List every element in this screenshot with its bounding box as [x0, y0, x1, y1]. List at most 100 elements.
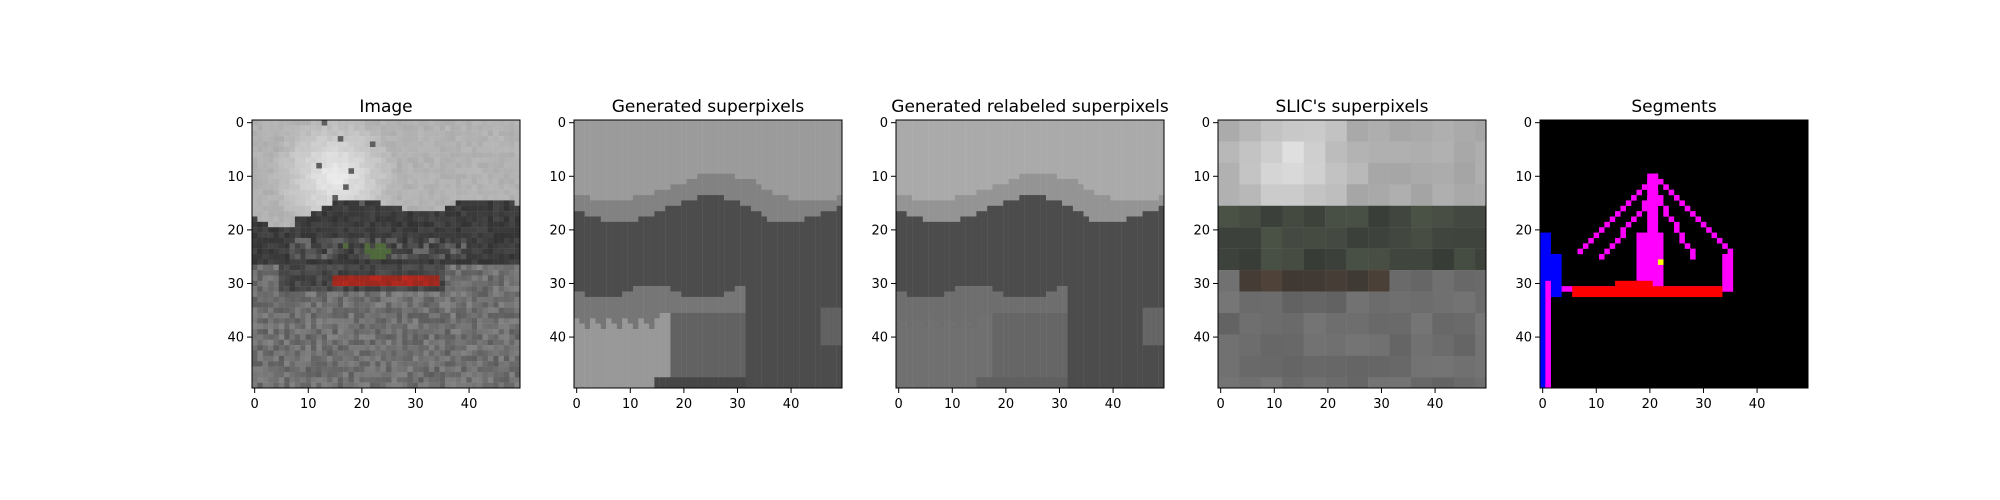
superpixel-cell [1013, 312, 1020, 389]
image-pixel [434, 345, 440, 351]
image-pixel [289, 259, 296, 265]
image-pixel [477, 286, 483, 292]
image-pixel [273, 141, 279, 147]
image-pixel [278, 248, 285, 255]
image-pixel [252, 227, 258, 233]
superpixel-cell [697, 296, 703, 314]
image-pixel [348, 254, 355, 260]
image-pixel [305, 345, 312, 351]
image-pixel [482, 205, 489, 212]
image-pixel [514, 237, 521, 244]
image-pixel [461, 189, 467, 196]
image-pixel [321, 291, 328, 298]
image-pixel [364, 189, 371, 196]
image-pixel [337, 275, 344, 281]
image-pixel [353, 248, 360, 255]
image-pixel [514, 168, 521, 174]
image-pixel [407, 302, 413, 308]
image-pixel [332, 157, 338, 164]
image-pixel [498, 371, 505, 378]
image-pixel [439, 184, 446, 190]
superpixel-cell [691, 120, 698, 180]
slic-superpixel [1260, 270, 1283, 292]
image-pixel [402, 361, 408, 367]
slic-superpixel [1325, 227, 1347, 249]
superpixel-cell [825, 200, 832, 212]
image-pixel [455, 221, 462, 228]
image-pixel [444, 120, 451, 126]
image-pixel [294, 275, 301, 281]
superpixel-cell [649, 329, 655, 389]
image-pixel [300, 168, 306, 174]
image-pixel [310, 329, 317, 335]
image-pixel [262, 141, 269, 147]
y-tick-label: 40 [227, 331, 244, 346]
image-pixel [380, 168, 387, 174]
image-pixel [423, 162, 430, 169]
image-pixel [514, 211, 521, 217]
image-pixel [428, 200, 435, 206]
slic-superpixel [1475, 291, 1487, 314]
image-pixel [268, 345, 274, 351]
image-pixel [509, 307, 515, 314]
image-pixel [396, 371, 403, 378]
image-pixel [418, 248, 424, 255]
rigging-segment [1631, 216, 1637, 223]
image-pixel [461, 350, 467, 357]
image-pixel [278, 152, 285, 158]
image-pixel [310, 302, 317, 308]
image-pixel [364, 178, 371, 185]
slic-superpixel [1239, 205, 1262, 228]
superpixel-cell [697, 312, 703, 389]
superpixel-cell [1110, 200, 1116, 223]
image-pixel [498, 318, 505, 324]
image-pixel [418, 318, 424, 324]
image-pixel [498, 264, 505, 271]
image-pixel [359, 350, 365, 357]
image-pixel [514, 200, 521, 206]
slic-superpixel [1410, 291, 1433, 314]
slic-superpixel [1303, 355, 1326, 378]
image-pixel [439, 227, 446, 233]
image-pixel [316, 152, 322, 158]
superpixel-cell [1062, 178, 1068, 206]
image-pixel [493, 237, 499, 244]
image-pixel [321, 323, 328, 330]
image-pixel [369, 323, 376, 330]
image-pixel [305, 162, 312, 169]
superpixel-cell [954, 286, 961, 330]
image-pixel [423, 275, 430, 281]
image-pixel [310, 205, 317, 212]
image-pixel [278, 371, 285, 378]
image-pixel [493, 216, 499, 223]
superpixel-cell [1030, 377, 1036, 389]
image-pixel [300, 377, 306, 383]
image-pixel [477, 168, 483, 174]
superpixel-cell [1051, 173, 1057, 201]
image-pixel [359, 125, 365, 131]
image-pixel [268, 339, 274, 346]
image-pixel [327, 318, 333, 324]
image-pixel [455, 270, 462, 276]
rigging-segment [1679, 232, 1685, 239]
image-pixel [252, 168, 258, 174]
image-pixel [262, 200, 269, 206]
image-pixel [257, 334, 263, 340]
image-pixel [498, 248, 505, 255]
image-pixel [439, 307, 446, 314]
superpixel-cell [702, 195, 709, 298]
slic-superpixel [1389, 205, 1412, 228]
image-pixel [380, 189, 387, 196]
image-pixel [375, 130, 381, 137]
image-pixel [434, 211, 440, 217]
image-pixel [509, 377, 515, 383]
image-pixel [418, 377, 424, 383]
image-pixel [305, 221, 312, 228]
image-pixel [386, 211, 392, 217]
image-pixel [257, 280, 263, 287]
image-pixel [321, 195, 328, 201]
image-pixel [396, 232, 403, 239]
slic-superpixel [1453, 205, 1476, 228]
superpixel-cell [906, 296, 913, 330]
superpixel-cell [697, 377, 703, 389]
